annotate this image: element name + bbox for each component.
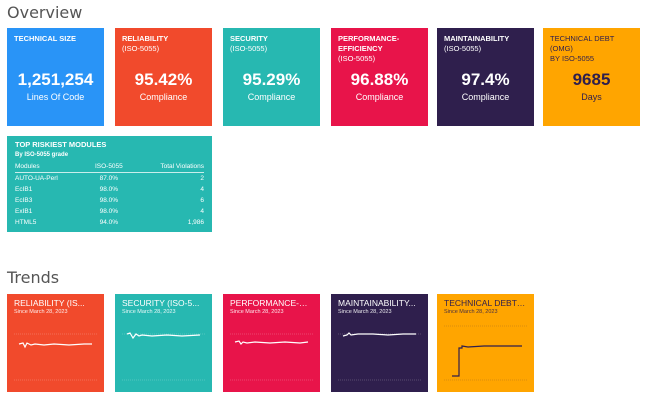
module-grade: 94.0%: [99, 219, 119, 226]
performance-efficiency-trend-tile[interactable]: PERFORMANCE-EFF... Since March 28, 2023: [223, 294, 320, 392]
top-riskiest-modules-tile[interactable]: TOP RISKIEST MODULES By ISO-5055 grade M…: [7, 136, 212, 232]
modules-title: TOP RISKIEST MODULES: [15, 140, 107, 149]
module-violations: 2: [200, 175, 204, 182]
module-name: EcIB1: [15, 186, 33, 193]
table-row[interactable]: EcIB1 98.0% 4: [15, 184, 204, 195]
tile-caption: Days: [581, 92, 602, 102]
trend-title: TECHNICAL DEBT (OMG...: [444, 298, 527, 308]
tile-subtitle: (ISO-5055): [122, 44, 160, 53]
module-name: ExIB1: [15, 208, 33, 215]
tile-value: 1,251,254: [17, 70, 94, 89]
tile-subtitle: (ISO-5055): [338, 54, 376, 63]
maintainability-trend-tile[interactable]: MAINTAINABILITY... Since March 28, 2023: [331, 294, 428, 392]
tile-value: 9685: [572, 70, 611, 89]
table-row[interactable]: EcIB3 98.0% 6: [15, 195, 204, 206]
trend-subtitle: Since March 28, 2023: [444, 309, 498, 315]
module-name: EcIB3: [15, 197, 33, 204]
module-violations: 4: [200, 186, 204, 193]
column-header: ISO-5055: [85, 163, 132, 173]
maintainability-sparkline: [338, 332, 421, 381]
tile-subtitle: BY ISO-5055: [550, 54, 595, 63]
reliability-trend-tile[interactable]: RELIABILITY (IS... Since March 28, 2023: [7, 294, 104, 392]
maintainability-tile[interactable]: MAINTAINABILITY (ISO-5055) 97.4% Complia…: [437, 28, 534, 126]
reliability-tile[interactable]: RELIABILITY (ISO-5055) 95.42% Compliance: [115, 28, 212, 126]
tile-value: 97.4%: [461, 70, 510, 89]
tile-value: 95.29%: [242, 70, 301, 89]
security-trend-tile[interactable]: SECURITY (ISO-5... Since March 28, 2023: [115, 294, 212, 392]
tile-title: PERFORMANCE-EFFICIENCY: [338, 34, 400, 53]
reliability-sparkline: [14, 333, 97, 381]
table-row[interactable]: AUTO-UA-Perl 87.0% 2: [15, 173, 204, 185]
trend-subtitle: Since March 28, 2023: [122, 309, 176, 315]
trend-subtitle: Since March 28, 2023: [230, 309, 284, 315]
tile-title: TECHNICAL DEBT (OMG): [550, 34, 615, 53]
module-grade: 87.0%: [99, 175, 119, 182]
trend-subtitle: Since March 28, 2023: [14, 309, 68, 315]
tile-caption: Compliance: [355, 92, 404, 102]
tile-caption: Lines Of Code: [26, 92, 85, 102]
column-header: Total Violations: [131, 163, 204, 173]
tile-caption: Compliance: [139, 92, 188, 102]
overview-heading: Overview: [7, 3, 83, 22]
module-grade: 98.0%: [99, 208, 119, 215]
tile-value: 95.42%: [134, 70, 193, 89]
performance-efficiency-sparkline: [230, 333, 313, 381]
module-violations: 1,986: [187, 219, 204, 226]
tile-subtitle: (ISO-5055): [230, 44, 268, 53]
tile-title: SECURITY: [230, 34, 268, 43]
module-violations: 6: [200, 197, 204, 204]
trend-title: MAINTAINABILITY...: [338, 298, 416, 308]
technical-debt-tile[interactable]: TECHNICAL DEBT (OMG) BY ISO-5055 9685 Da…: [543, 28, 640, 126]
trend-title: SECURITY (ISO-5...: [122, 298, 200, 308]
module-violations: 4: [200, 208, 204, 215]
tile-caption: Compliance: [461, 92, 510, 102]
trends-heading: Trends: [7, 268, 60, 287]
tile-title: TECHNICAL SIZE: [14, 34, 76, 43]
table-row[interactable]: ExIB1 98.0% 4: [15, 206, 204, 217]
module-name: AUTO-UA-Perl: [15, 175, 58, 182]
performance-efficiency-tile[interactable]: PERFORMANCE-EFFICIENCY (ISO-5055) 96.88%…: [331, 28, 428, 126]
trend-subtitle: Since March 28, 2023: [338, 309, 392, 315]
modules-table: Modules ISO-5055 Total Violations AUTO-U…: [15, 163, 204, 228]
modules-subtitle: By ISO-5055 grade: [15, 152, 69, 158]
tile-value: 96.88%: [350, 70, 409, 89]
tile-title: RELIABILITY: [122, 34, 169, 43]
technical-debt-sparkline: [444, 325, 527, 381]
tile-caption: Compliance: [247, 92, 296, 102]
table-row[interactable]: HTML5 94.0% 1,986: [15, 217, 204, 228]
tile-title: MAINTAINABILITY: [444, 34, 510, 43]
column-header: Modules: [15, 163, 86, 173]
table-header-row: Modules ISO-5055 Total Violations: [15, 163, 204, 173]
technical-debt-trend-tile[interactable]: TECHNICAL DEBT (OMG... Since March 28, 2…: [437, 294, 534, 392]
security-sparkline: [122, 332, 205, 381]
trend-title: PERFORMANCE-EFF...: [230, 298, 313, 308]
security-tile[interactable]: SECURITY (ISO-5055) 95.29% Compliance: [223, 28, 320, 126]
tile-subtitle: (ISO-5055): [444, 44, 482, 53]
module-name: HTML5: [15, 219, 37, 226]
trend-title: RELIABILITY (IS...: [14, 298, 85, 308]
module-grade: 98.0%: [99, 186, 119, 193]
technical-size-tile[interactable]: TECHNICAL SIZE 1,251,254 Lines Of Code: [7, 28, 104, 126]
module-grade: 98.0%: [99, 197, 119, 204]
